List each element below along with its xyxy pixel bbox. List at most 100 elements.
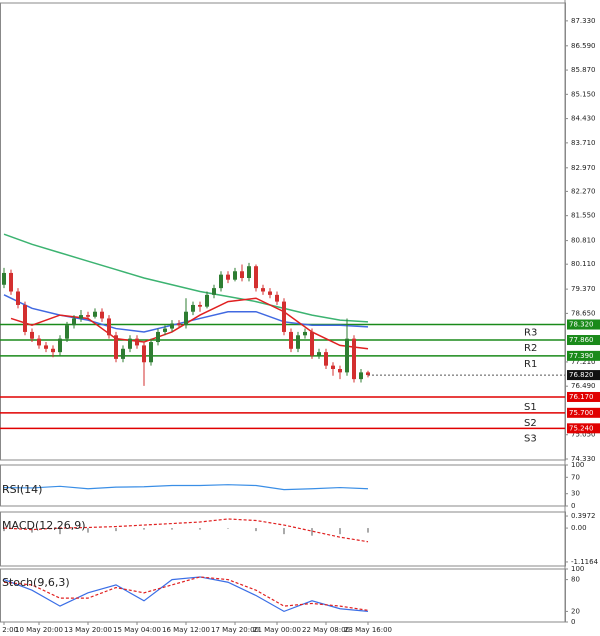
y-tick-label: 0.00 xyxy=(571,524,587,532)
candle-body xyxy=(177,323,181,326)
x-tick-label: 17 May 20:00 xyxy=(211,626,259,634)
candle-body xyxy=(317,352,321,356)
candle-body xyxy=(310,331,314,356)
candle-body xyxy=(198,304,202,307)
y-tick-label: 76.490 xyxy=(571,382,596,390)
candle-body xyxy=(268,291,272,295)
panel-frame xyxy=(0,2,566,461)
candle-body xyxy=(352,338,356,380)
candle-body xyxy=(16,291,20,305)
y-tick-label: 75.050 xyxy=(571,431,596,439)
x-tick-label: 21 May 00:00 xyxy=(253,626,301,634)
y-tick-label: 81.550 xyxy=(571,212,596,220)
candle-body xyxy=(275,294,279,302)
x-tick-label: 13 May 20:00 xyxy=(64,626,112,634)
candle-body xyxy=(93,311,97,317)
y-tick-label: 83.710 xyxy=(571,139,596,147)
indicator-line xyxy=(3,484,369,491)
panel-frame xyxy=(0,511,566,567)
x-tick-label: 15 May 04:00 xyxy=(113,626,161,634)
candle-body xyxy=(2,272,6,285)
candle-body xyxy=(37,338,41,346)
level-name: S2 xyxy=(524,418,537,429)
indicator-name: MACD(12,26,9) xyxy=(2,519,86,532)
candle-body xyxy=(261,288,265,292)
level-tag-label: 76.170 xyxy=(569,393,594,401)
last-price-label: 76.820 xyxy=(569,371,594,379)
candle-body xyxy=(247,266,251,279)
x-tick-label: 10 May 20:00 xyxy=(15,626,63,634)
last-price-tag xyxy=(567,370,600,381)
level-tag xyxy=(567,335,600,346)
y-tick-label: 100 xyxy=(571,461,584,469)
moving-average xyxy=(3,233,369,323)
candle-body xyxy=(170,323,174,329)
y-tick-label: 84.430 xyxy=(571,115,596,123)
candle-body xyxy=(9,272,13,292)
indicator-line xyxy=(3,576,369,611)
moving-average xyxy=(10,297,369,350)
indicator-line xyxy=(3,576,369,613)
candle-body xyxy=(86,315,90,317)
level-tag xyxy=(567,350,600,361)
candle-body xyxy=(282,301,286,332)
y-tick-label: 30 xyxy=(571,490,580,498)
level-tag-label: 78.320 xyxy=(569,321,594,329)
y-tick-label: 70 xyxy=(571,473,580,481)
level-tag-label: 75.240 xyxy=(569,424,594,432)
x-tick-label: 2:00 xyxy=(2,626,18,634)
y-tick-label: 79.370 xyxy=(571,285,596,293)
candle-body xyxy=(324,352,328,366)
level-name: S1 xyxy=(524,402,537,413)
y-tick-label: 80.110 xyxy=(571,260,596,268)
candle-body xyxy=(100,311,104,319)
level-name: R1 xyxy=(524,359,537,370)
y-tick-label: 77.210 xyxy=(571,358,596,366)
candle-body xyxy=(65,325,69,339)
candle-body xyxy=(331,365,335,370)
y-tick-label: 80 xyxy=(571,576,580,584)
candle-body xyxy=(345,338,349,373)
candle-body xyxy=(149,342,153,363)
candle-body xyxy=(72,318,76,326)
candle-body xyxy=(44,345,48,349)
indicator-line xyxy=(3,518,369,543)
candle-body xyxy=(142,345,146,363)
indicator-name: RSI(14) xyxy=(2,483,42,496)
candle-body xyxy=(163,328,167,332)
candle-body xyxy=(233,271,237,280)
level-name: R2 xyxy=(524,343,537,354)
level-name: S3 xyxy=(524,433,537,444)
candle-body xyxy=(289,331,293,349)
level-tag xyxy=(567,407,600,418)
candle-body xyxy=(121,348,125,359)
candle-body xyxy=(338,369,342,373)
panel-frame xyxy=(0,464,566,507)
y-tick-label: -1.1164 xyxy=(571,558,599,566)
level-tag-label: 75.700 xyxy=(569,409,594,417)
level-tag-label: 77.860 xyxy=(569,336,594,344)
candle-body xyxy=(23,304,27,332)
y-tick-label: 82.970 xyxy=(571,164,596,172)
candle-body xyxy=(128,338,132,349)
y-tick-label: 87.330 xyxy=(571,17,596,25)
y-tick-label: 85.150 xyxy=(571,90,596,98)
candle-body xyxy=(359,372,363,380)
candle-body xyxy=(240,271,244,279)
candle-body xyxy=(212,288,216,295)
candle-body xyxy=(79,315,83,319)
candle-body xyxy=(205,294,209,307)
level-tag xyxy=(567,423,600,434)
x-tick-label: 16 May 12:00 xyxy=(162,626,210,634)
level-name: R3 xyxy=(524,328,537,339)
y-tick-label: 0 xyxy=(571,502,575,510)
y-tick-label: 100 xyxy=(571,565,584,573)
y-tick-label: 86.590 xyxy=(571,42,596,50)
candle-body xyxy=(366,372,370,376)
level-tag xyxy=(567,391,600,402)
x-tick-label: 23 May 16:00 xyxy=(344,626,392,634)
x-tick-label: 22 May 08:00 xyxy=(302,626,350,634)
level-tag-label: 77.390 xyxy=(569,352,594,360)
candle-body xyxy=(156,331,160,343)
